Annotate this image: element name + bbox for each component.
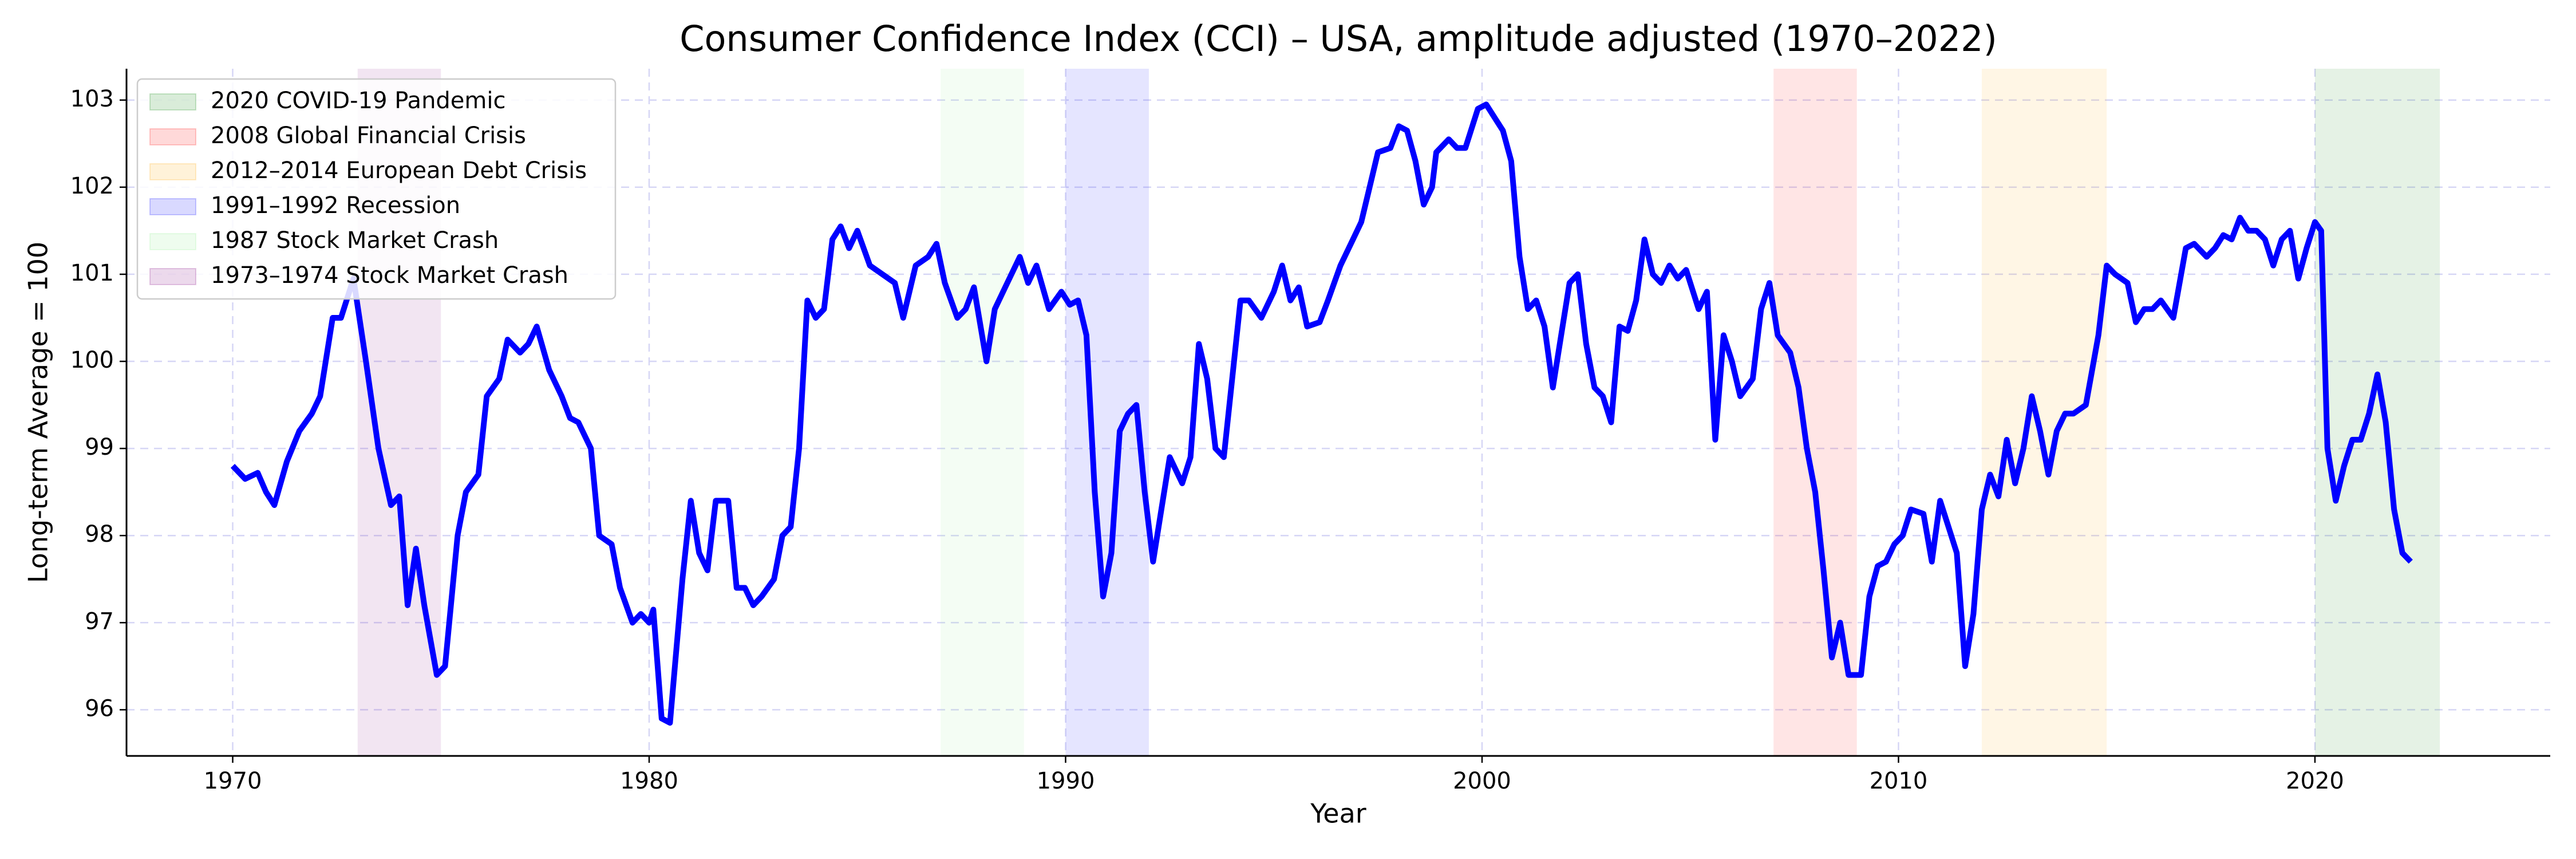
y-tick-label: 97 (85, 608, 114, 635)
legend-swatch (149, 268, 196, 285)
y-tick-label: 99 (85, 434, 114, 460)
legend-label: 2020 COVID-19 Pandemic (211, 88, 506, 114)
legend-swatch (149, 128, 196, 145)
legend-swatch (149, 233, 196, 250)
legend-swatch (149, 198, 196, 215)
shaded-period (2314, 69, 2440, 756)
cci-line (230, 101, 2413, 726)
shaded-period (1981, 69, 2107, 756)
x-tick-label: 2000 (1453, 768, 1511, 794)
y-tick-label: 100 (70, 347, 114, 373)
x-tick-label: 1970 (204, 768, 262, 794)
y-tick-label: 98 (85, 521, 114, 547)
y-tick-label: 102 (70, 173, 114, 199)
legend-swatch (149, 93, 196, 111)
legend-label: 2012–2014 European Debt Crisis (211, 157, 587, 184)
x-axis-label: Year (1310, 798, 1366, 829)
x-tick-label: 1990 (1037, 768, 1095, 794)
y-tick-label: 96 (85, 695, 114, 722)
legend-swatch (149, 163, 196, 180)
y-axis-label: Long-term Average = 100 (23, 242, 54, 583)
y-tick-label: 101 (70, 260, 114, 286)
x-tick-label: 2010 (1870, 768, 1928, 794)
x-tick-label: 1980 (620, 768, 678, 794)
chart-title: Consumer Confidence Index (CCI) – USA, a… (679, 18, 1997, 60)
x-tick-label: 2020 (2286, 768, 2344, 794)
legend-label: 1973–1974 Stock Market Crash (211, 262, 568, 289)
legend-label: 1991–1992 Recession (211, 192, 460, 219)
legend-label: 2008 Global Financial Crisis (211, 123, 526, 149)
shaded-period (941, 69, 1024, 756)
legend-label: 1987 Stock Market Crash (211, 227, 499, 254)
y-tick-label: 103 (70, 86, 114, 112)
legend-box (136, 78, 617, 300)
